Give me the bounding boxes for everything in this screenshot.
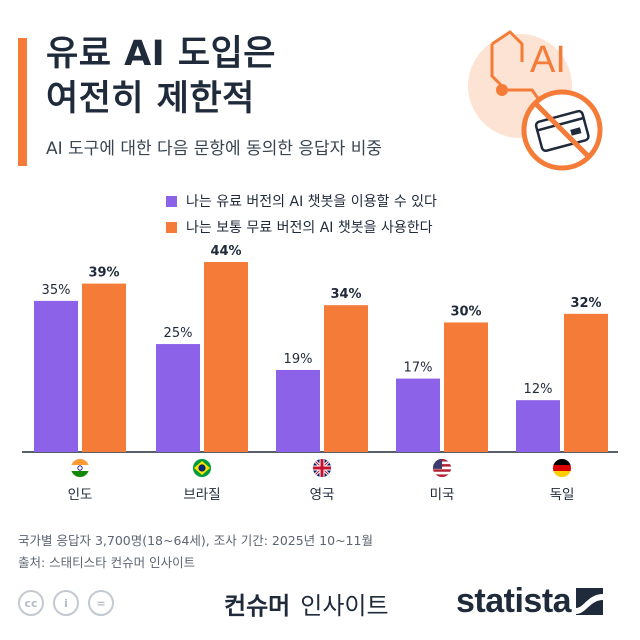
bar-paid-3 (396, 378, 440, 452)
statista-logo[interactable]: statista (456, 582, 604, 621)
value-label-free-2: 34% (330, 287, 361, 302)
statista-wordmark: statista (456, 582, 572, 620)
consumer-insights-brand: 컨슈머 인사이트 (224, 586, 389, 621)
flag-graphic-3 (433, 459, 451, 477)
statista-wave-icon (576, 588, 604, 615)
legend-swatch-free (166, 221, 177, 233)
value-label-free-3: 30% (450, 304, 481, 319)
category-label-3: 미국 (430, 487, 455, 503)
category-label-4: 독일 (550, 487, 575, 503)
page-title: 유료 AI 도입은 여전히 제한적 (46, 32, 276, 122)
value-label-free-4: 32% (570, 296, 601, 311)
flag-graphic-0 (71, 459, 89, 477)
bar-paid-2 (276, 369, 320, 452)
flag-graphic-4 (553, 459, 571, 477)
survey-note: 국가별 응답자 3,700명(18~64세), 조사 기간: 2025년 10~… (18, 533, 373, 548)
brand-bold: 컨슈머 (224, 592, 291, 620)
bar-free-0 (82, 283, 126, 452)
bar-paid-0 (34, 300, 78, 452)
category-label-2: 영국 (310, 487, 335, 503)
no-derivatives-icon: = (88, 590, 114, 616)
bar-chart: 35% 39% 인도 25% 44% 브라질 19% 34% 영국 17% 30% 미국 12% 32% 독… (22, 244, 618, 503)
value-label-paid-0: 35% (42, 283, 71, 298)
bar-free-1 (204, 262, 248, 452)
title-line-1: 유료 AI 도입은 (46, 34, 276, 74)
title-line-2: 여전히 제한적 (46, 79, 255, 119)
illustration-ai-text: AI (530, 39, 566, 81)
bar-paid-1 (156, 344, 200, 452)
legend-label-paid: 나는 유료 버전의 AI 챗봇을 이용할 수 있다 (186, 194, 437, 210)
attribution-icon: i (53, 590, 79, 616)
flag-graphic-2 (313, 459, 331, 477)
bar-free-4 (564, 313, 608, 452)
footer-notes: 국가별 응답자 3,700명(18~64세), 조사 기간: 2025년 10~… (18, 530, 373, 574)
ai-card-illustration: AI (468, 30, 603, 171)
license-icons: cc i = (18, 590, 114, 616)
bar-free-3 (444, 322, 488, 452)
value-label-paid-1: 25% (164, 326, 193, 341)
bar-paid-4 (516, 400, 560, 452)
value-label-paid-4: 12% (524, 382, 553, 397)
flag-graphic-1 (193, 459, 211, 477)
category-label-1: 브라질 (183, 487, 220, 503)
subtitle: AI 도구에 대한 다음 문항에 동의한 응답자 비중 (46, 139, 382, 159)
legend-item-paid: 나는 유료 버전의 AI 챗봇을 이용할 수 있다 (166, 188, 437, 214)
legend-swatch-paid (166, 195, 177, 207)
legend-label-free: 나는 보통 무료 버전의 AI 챗봇을 사용한다 (186, 220, 433, 236)
source-note: 출처: 스태티스타 컨슈머 인사이트 (18, 555, 196, 570)
chart-legend: 나는 유료 버전의 AI 챗봇을 이용할 수 있다 나는 보통 무료 버전의 A… (166, 188, 437, 240)
value-label-paid-2: 19% (284, 352, 313, 367)
category-label-0: 인도 (68, 487, 93, 503)
value-label-free-0: 39% (88, 266, 119, 281)
title-accent-bar (18, 38, 27, 166)
brand-light: 인사이트 (300, 592, 389, 620)
bar-free-2 (324, 305, 368, 452)
value-label-free-1: 44% (210, 244, 241, 259)
creative-commons-icon: cc (18, 590, 44, 616)
legend-item-free: 나는 보통 무료 버전의 AI 챗봇을 사용한다 (166, 214, 437, 240)
value-label-paid-3: 17% (404, 361, 433, 376)
